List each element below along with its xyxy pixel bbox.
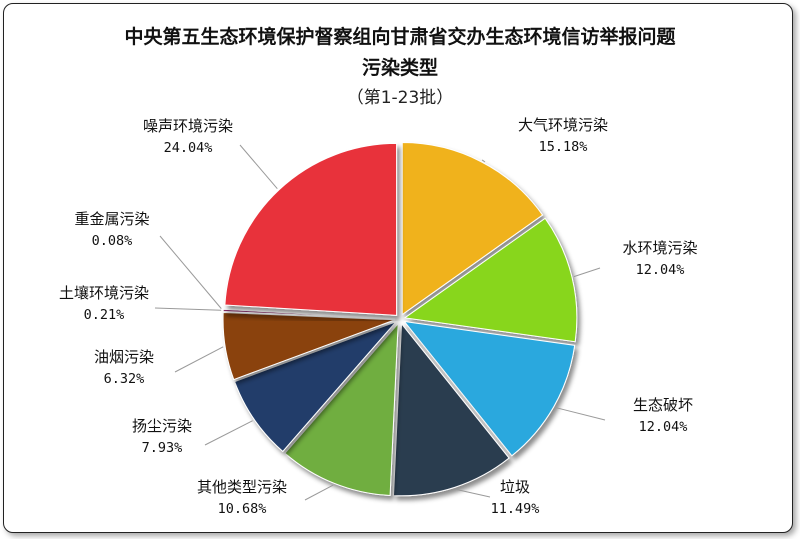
pie-slice-4 bbox=[284, 322, 399, 496]
title-block: 中央第五生态环境保护督察组向甘肃省交办生态环境信访举报问题 污染类型 （第1-2… bbox=[0, 22, 800, 108]
slice-label-4: 其他类型污染 bbox=[197, 478, 287, 496]
chart-subtitle: 污染类型 bbox=[361, 57, 438, 79]
pie-slice-9 bbox=[224, 142, 398, 316]
leader-line-2 bbox=[555, 407, 606, 421]
leader-line-5 bbox=[204, 420, 253, 446]
slice-label-9: 噪声环境污染 bbox=[143, 117, 233, 135]
slice-value-7: 0.21% bbox=[84, 307, 125, 323]
chart-title: 中央第五生态环境保护督察组向甘肃省交办生态环境信访举报问题 bbox=[124, 26, 676, 48]
leader-line-8 bbox=[159, 235, 222, 309]
pie-slice-6 bbox=[222, 311, 396, 381]
slice-label-6: 油烟污染 bbox=[94, 348, 154, 366]
pie-slice-1 bbox=[403, 217, 578, 343]
slice-value-0: 15.18% bbox=[539, 139, 588, 155]
slice-value-6: 6.32% bbox=[104, 371, 145, 387]
slice-label-5: 扬尘污染 bbox=[132, 417, 192, 435]
pie-slice-5 bbox=[233, 321, 397, 453]
leader-line-7 bbox=[154, 307, 222, 311]
pie-slice-0 bbox=[401, 142, 544, 316]
leader-line-9 bbox=[239, 144, 278, 189]
slice-value-8: 0.08% bbox=[92, 233, 133, 249]
slice-value-4: 10.68% bbox=[218, 501, 267, 517]
leader-line-0 bbox=[481, 159, 486, 163]
slice-label-2: 生态破坏 bbox=[633, 396, 693, 414]
leader-line-3 bbox=[455, 488, 491, 498]
slice-label-1: 水环境污染 bbox=[622, 239, 697, 257]
slice-label-0: 大气环境污染 bbox=[518, 116, 608, 134]
slice-value-3: 11.49% bbox=[491, 501, 540, 517]
pie-slice-8 bbox=[222, 307, 396, 320]
slice-value-9: 24.04% bbox=[164, 140, 213, 156]
slice-value-1: 12.04% bbox=[636, 262, 685, 278]
leader-line-6 bbox=[174, 346, 224, 373]
slice-label-7: 土壤环境污染 bbox=[59, 284, 149, 302]
leader-line-1 bbox=[573, 267, 601, 278]
pie-slice-3 bbox=[392, 322, 510, 497]
slice-value-2: 12.04% bbox=[639, 419, 688, 435]
chart-batch-note: （第1-23批） bbox=[346, 88, 454, 108]
slice-label-3: 垃圾 bbox=[500, 478, 530, 496]
leader-line-4 bbox=[304, 484, 334, 501]
pie-slice-2 bbox=[403, 320, 576, 457]
slice-label-8: 重金属污染 bbox=[74, 210, 149, 228]
slice-value-5: 7.93% bbox=[142, 440, 183, 456]
